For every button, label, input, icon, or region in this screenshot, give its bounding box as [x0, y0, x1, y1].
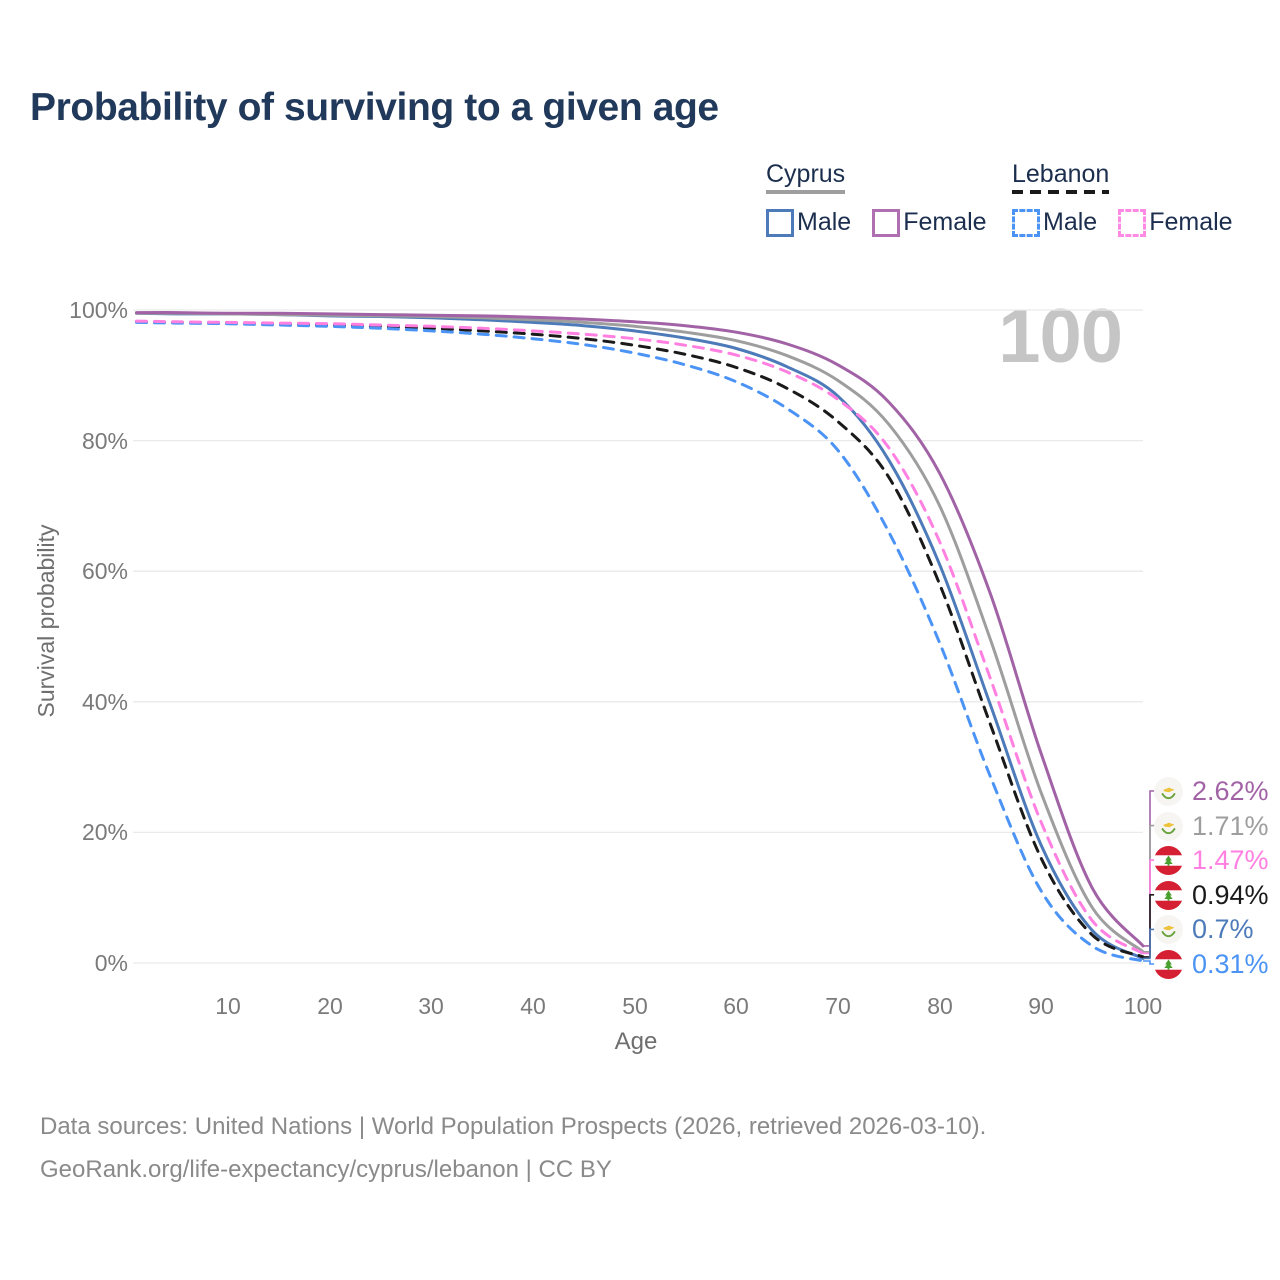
cyprus-flag-icon — [1154, 811, 1183, 841]
legend-country-line-swatch — [766, 190, 846, 194]
end-label-value: 0.94% — [1192, 879, 1269, 910]
series-line-lebanon-female — [135, 319, 1145, 955]
x-tick-100: 100 — [1123, 993, 1163, 1019]
label-connector-lebanon-male — [1143, 960, 1157, 965]
lebanon-flag-icon — [1154, 845, 1183, 875]
page-title: Probability of surviving to a given age — [30, 86, 719, 129]
end-label-cyprus-male: 0.7% — [1154, 912, 1254, 946]
footer: Data sources: United Nations | World Pop… — [40, 1106, 986, 1191]
end-label-cyprus: 1.71% — [1154, 809, 1269, 843]
end-label-value: 0.7% — [1192, 913, 1254, 944]
y-tick-40: 40% — [81, 689, 128, 715]
legend-country-cyprus[interactable]: Cyprus — [766, 160, 846, 197]
x-tick-80: 80 — [927, 993, 953, 1019]
y-tick-60: 60% — [81, 558, 128, 584]
end-label-lebanon-female: 1.47% — [1154, 843, 1269, 877]
end-label-value: 2.62% — [1192, 775, 1269, 806]
cyprus-flag-icon — [1154, 776, 1183, 806]
legend-country-line-swatch — [1012, 190, 1110, 194]
lebanon-flag-icon — [1154, 949, 1183, 979]
legend-item-cyprus-female[interactable]: Female — [872, 208, 987, 237]
end-label-value: 0.31% — [1192, 948, 1269, 979]
end-label-lebanon-male: 0.31% — [1154, 947, 1269, 981]
y-tick-80: 80% — [81, 428, 128, 454]
label-connector-cyprus-male — [1143, 928, 1157, 960]
end-label-value: 1.47% — [1192, 844, 1269, 875]
x-tick-40: 40 — [520, 993, 546, 1019]
legend-checkbox-lebanon-female[interactable] — [1118, 208, 1147, 237]
series-line-cyprus-male — [135, 311, 1145, 960]
end-label-cyprus-female: 2.62% — [1154, 774, 1269, 808]
y-tick-20: 20% — [81, 819, 128, 845]
series-line-lebanon-male — [135, 320, 1145, 963]
x-tick-50: 50 — [622, 993, 648, 1019]
legend-item-lebanon-male[interactable]: Male — [1012, 208, 1097, 237]
series-line-lebanon — [135, 320, 1145, 959]
legend-checkbox-cyprus-male[interactable] — [766, 208, 794, 237]
x-tick-60: 60 — [723, 993, 749, 1019]
legend-group-lebanon: Lebanon Male Female — [1012, 160, 1254, 237]
legend-item-lebanon-female[interactable]: Female — [1118, 208, 1233, 237]
end-label-value: 1.71% — [1192, 810, 1269, 841]
legend-item-cyprus-male[interactable]: Male — [766, 208, 851, 237]
legend-checkbox-cyprus-female[interactable] — [872, 208, 901, 237]
legend-group-cyprus: Cyprus Male Female — [766, 160, 1008, 237]
x-axis-title: Age — [614, 1028, 658, 1055]
cyprus-flag-icon — [1154, 914, 1183, 944]
series-line-cyprus — [135, 311, 1145, 954]
age-watermark: 100 — [998, 294, 1123, 379]
y-axis-title: Survival probability — [33, 524, 59, 718]
legend-country-lebanon[interactable]: Lebanon — [1012, 160, 1110, 197]
end-label-lebanon: 0.94% — [1154, 878, 1269, 912]
footer-datasource: Data sources: United Nations | World Pop… — [40, 1113, 987, 1140]
lebanon-flag-icon — [1154, 880, 1183, 910]
footer-attribution: GeoRank.org/life-expectancy/cyprus/leban… — [40, 1155, 612, 1183]
x-tick-20: 20 — [317, 993, 343, 1019]
x-tick-30: 30 — [418, 993, 444, 1019]
series-line-cyprus-female — [135, 311, 1145, 948]
label-connector-lebanon — [1143, 894, 1157, 958]
x-tick-90: 90 — [1028, 993, 1054, 1019]
legend-checkbox-lebanon-male[interactable] — [1012, 208, 1040, 237]
x-tick-10: 10 — [215, 993, 241, 1019]
y-tick-100: 100% — [69, 297, 128, 323]
y-tick-0: 0% — [94, 950, 128, 976]
x-tick-70: 70 — [825, 993, 851, 1019]
